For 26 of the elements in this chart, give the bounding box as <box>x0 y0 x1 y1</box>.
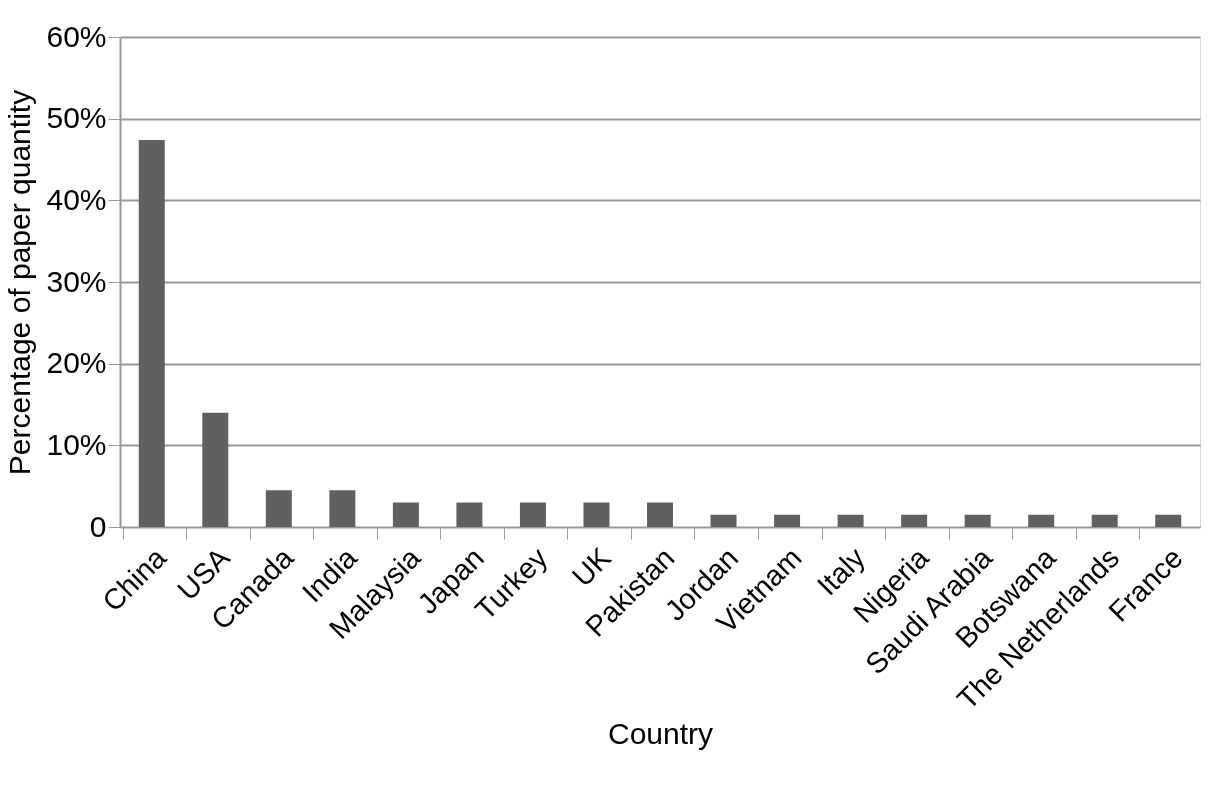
x-axis-title: Country <box>607 716 714 750</box>
y-tick-label: 0 <box>89 509 107 543</box>
bar <box>329 490 356 527</box>
bar <box>519 502 546 527</box>
bar <box>202 412 229 527</box>
bar <box>1155 514 1182 527</box>
bar <box>456 502 483 527</box>
bar <box>138 139 165 527</box>
bar <box>1028 514 1055 527</box>
y-tick-label: 50% <box>46 101 107 135</box>
bar <box>774 514 801 527</box>
bar <box>901 514 928 527</box>
y-tick-label: 10% <box>46 427 107 461</box>
y-tick-label: 20% <box>46 346 107 380</box>
bar <box>647 502 673 527</box>
y-tick-label: 60% <box>46 19 107 53</box>
y-tick-label: 40% <box>46 182 107 216</box>
y-axis-title: Percentage of paper quantity <box>3 89 37 476</box>
bar <box>392 502 419 527</box>
bar <box>583 502 610 527</box>
bar <box>710 514 737 527</box>
y-tick-label: 30% <box>46 264 107 298</box>
bar <box>1091 514 1118 527</box>
bar <box>265 490 292 527</box>
bar <box>964 514 991 527</box>
bar <box>837 514 864 527</box>
